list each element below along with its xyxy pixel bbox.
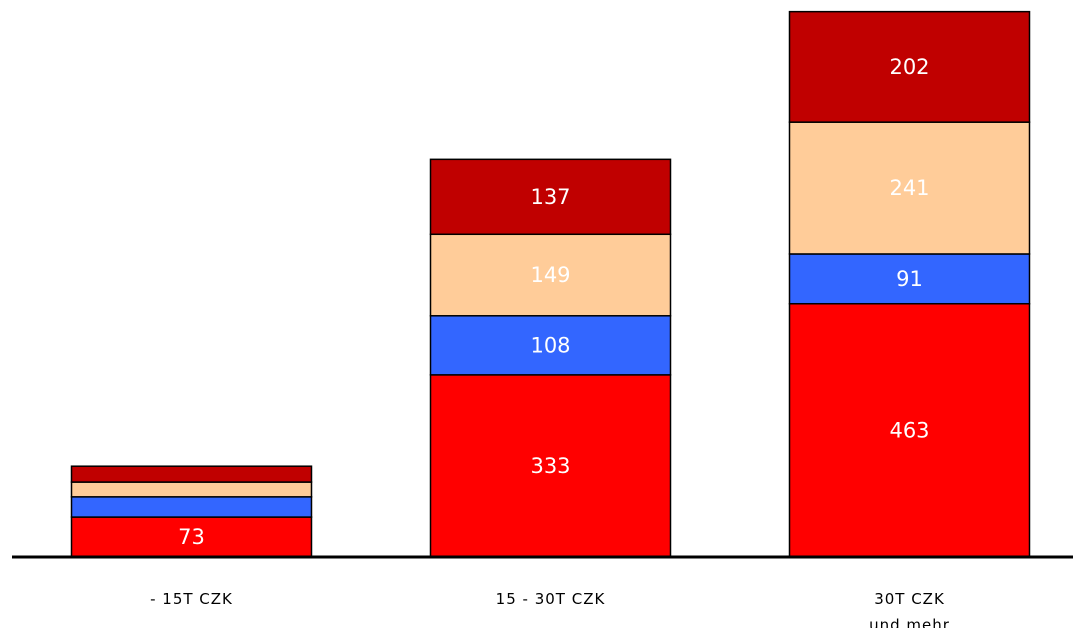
bar-segment [429, 374, 672, 558]
data-label: 149 [530, 263, 570, 287]
bar-segment [70, 516, 313, 558]
bar-segment [788, 302, 1031, 558]
data-label: 202 [889, 55, 929, 79]
bar-segment [788, 253, 1031, 305]
bar-segment [788, 121, 1031, 255]
bar-segment [70, 496, 313, 518]
data-label: 241 [889, 176, 929, 200]
bar-segment [788, 10, 1031, 123]
data-label: 91 [896, 267, 923, 291]
x-tick-label: 30T CZK und mehr [869, 590, 950, 628]
data-label: 333 [530, 454, 570, 478]
bar-segment [429, 158, 672, 236]
bar-segment [70, 481, 313, 498]
x-tick-label: 15 - 30T CZK [495, 590, 606, 608]
data-label: 108 [530, 333, 570, 357]
data-label: 137 [530, 185, 570, 209]
bar-segment [70, 465, 313, 483]
x-tick-label: - 15T CZK [150, 590, 233, 608]
data-label: 463 [889, 418, 929, 442]
data-label: 73 [178, 525, 205, 549]
bar-segment [429, 233, 672, 317]
